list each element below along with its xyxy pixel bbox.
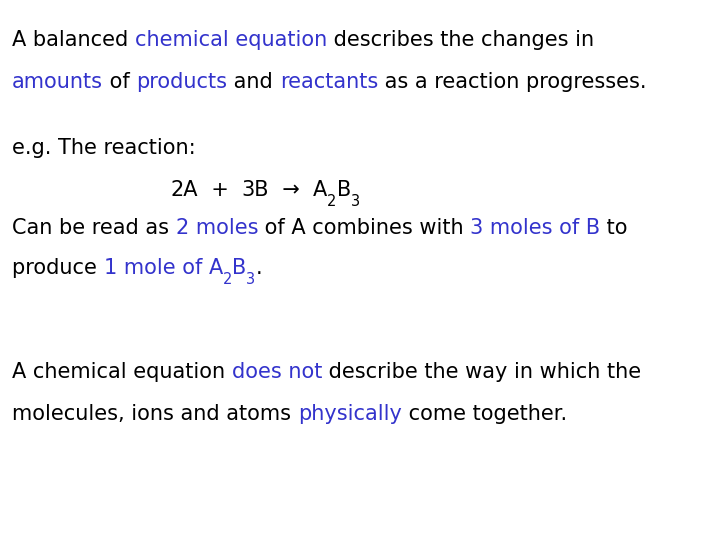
Text: and: and	[228, 72, 280, 92]
Text: produce: produce	[12, 258, 104, 278]
Text: B: B	[337, 180, 351, 200]
Text: 3B: 3B	[242, 180, 269, 200]
Text: Can be read as: Can be read as	[12, 218, 176, 238]
Text: describe the way in which the: describe the way in which the	[322, 362, 642, 382]
Text: as a reaction progresses.: as a reaction progresses.	[378, 72, 647, 92]
Text: 2 moles: 2 moles	[176, 218, 258, 238]
Text: molecules, ions and atoms: molecules, ions and atoms	[12, 404, 297, 424]
Text: A: A	[313, 180, 328, 200]
Text: 2: 2	[222, 272, 232, 287]
Text: 3: 3	[351, 194, 360, 209]
Text: 3: 3	[246, 272, 256, 287]
Text: 3 moles of B: 3 moles of B	[470, 218, 600, 238]
Text: e.g. The reaction:: e.g. The reaction:	[12, 138, 196, 158]
Text: chemical equation: chemical equation	[135, 30, 327, 50]
Text: reactants: reactants	[280, 72, 378, 92]
Text: 2: 2	[328, 194, 337, 209]
Text: to: to	[600, 218, 628, 238]
Text: physically: physically	[297, 404, 402, 424]
Text: .: .	[256, 258, 262, 278]
Text: B: B	[232, 258, 246, 278]
Text: come together.: come together.	[402, 404, 567, 424]
Text: amounts: amounts	[12, 72, 103, 92]
Text: does not: does not	[232, 362, 322, 382]
Text: of A combines with: of A combines with	[258, 218, 470, 238]
Text: 2A: 2A	[170, 180, 197, 200]
Text: of: of	[103, 72, 136, 92]
Text: +: +	[197, 180, 242, 200]
Text: A chemical equation: A chemical equation	[12, 362, 232, 382]
Text: describes the changes in: describes the changes in	[327, 30, 594, 50]
Text: →: →	[269, 180, 313, 200]
Text: 1 mole of A: 1 mole of A	[104, 258, 222, 278]
Text: A balanced: A balanced	[12, 30, 135, 50]
Text: products: products	[136, 72, 228, 92]
